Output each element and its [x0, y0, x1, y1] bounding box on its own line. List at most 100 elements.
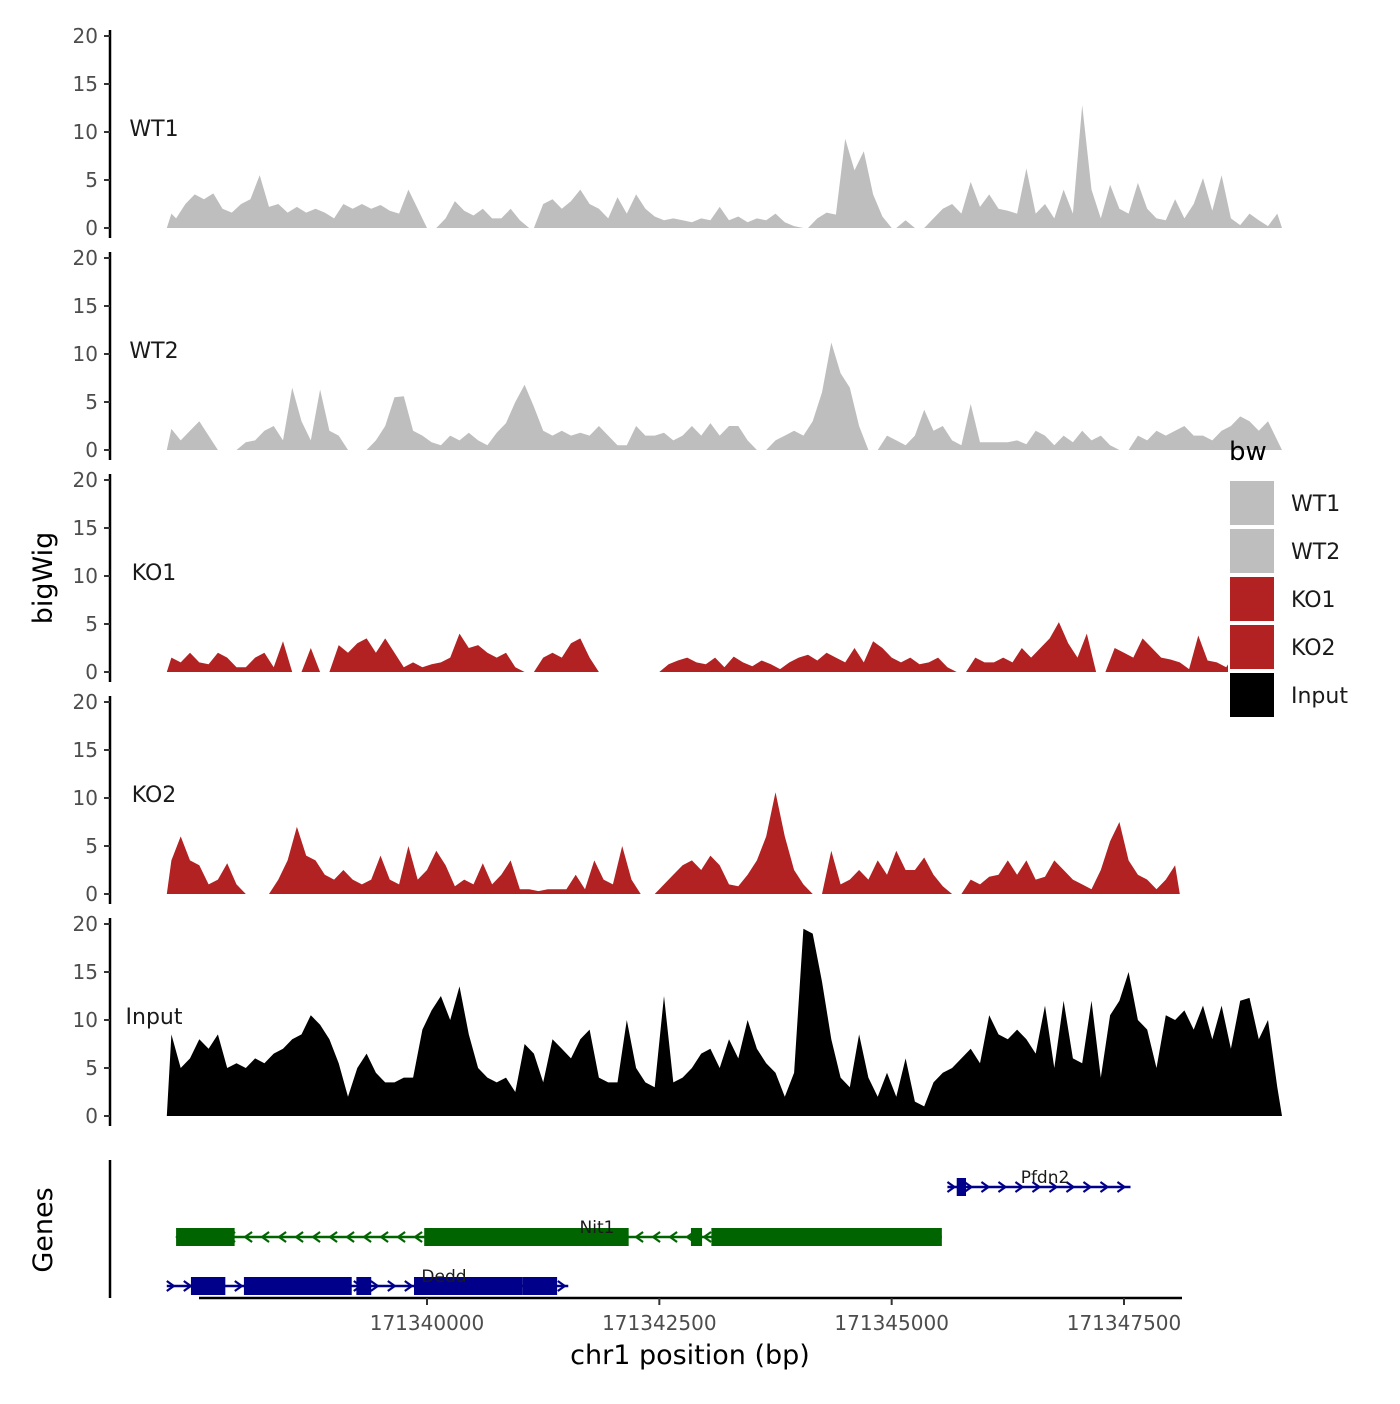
track-ko1: 0 5 10 15 20 KO1 [73, 468, 1241, 684]
genes-panel: Pfdn2 Nit1 Dedd [108, 1160, 1131, 1298]
y-tick-label: 10 [73, 120, 98, 144]
track-label: KO2 [132, 783, 177, 808]
gene-label: Pfdn2 [1021, 1168, 1070, 1188]
strand-arrow [1014, 1181, 1025, 1193]
gene-exon [176, 1228, 235, 1246]
y-tick-label: 20 [73, 690, 98, 714]
signal-area-wt1 [166, 105, 1282, 228]
strand-arrow [668, 1231, 678, 1243]
strand-arrow [702, 1231, 712, 1243]
legend-title: bw [1229, 437, 1267, 467]
y-tick-label: 0 [85, 1104, 98, 1128]
strand-arrow [311, 1231, 321, 1243]
y-tick-label: 15 [73, 960, 98, 984]
signal-area-ko2 [166, 792, 1180, 894]
gene-exon [413, 1277, 523, 1295]
gene-exon [243, 1277, 352, 1295]
gene-exon [711, 1228, 942, 1246]
strand-arrow [396, 1231, 406, 1243]
legend-swatch [1228, 479, 1276, 527]
x-tick-label: 171340000 [370, 1311, 485, 1335]
y-tick-label: 0 [85, 216, 98, 240]
strand-arrow [1031, 1181, 1042, 1193]
legend-label: WT1 [1291, 492, 1340, 517]
strand-arrow [345, 1231, 355, 1243]
strand-arrow [387, 1280, 397, 1292]
strand-arrow [277, 1231, 287, 1243]
x-axis: 171340000 171342500 171345000 171347500 [199, 1296, 1182, 1335]
strand-arrow [1116, 1181, 1127, 1193]
track-label: WT2 [129, 339, 178, 364]
x-tick-label: 171345000 [834, 1311, 949, 1335]
strand-arrow [370, 1280, 380, 1292]
y-tick-label: 10 [73, 342, 98, 366]
gene-exon [190, 1277, 226, 1295]
strand-arrow [997, 1181, 1008, 1193]
y-tick-label: 15 [73, 72, 98, 96]
legend-entry-ko2: KO2 [1228, 623, 1336, 671]
strand-arrow [980, 1181, 991, 1193]
track-label: Input [126, 1005, 183, 1030]
strand-arrow [651, 1231, 661, 1243]
gene-exon [690, 1228, 703, 1246]
strand-arrow [946, 1181, 957, 1193]
legend-swatch [1228, 575, 1276, 623]
strand-arrow [328, 1231, 338, 1243]
legend-entry-input: Input [1228, 671, 1348, 719]
strand-arrow [166, 1280, 176, 1292]
x-axis-title: chr1 position (bp) [570, 1340, 810, 1371]
track-label: KO1 [132, 561, 177, 586]
track-label: WT1 [129, 117, 178, 142]
track-wt1: 0 5 10 15 20 WT1 [73, 24, 1282, 240]
track-wt2: 0 5 10 15 20 WT2 [73, 246, 1282, 462]
y-tick-label: 0 [85, 660, 98, 684]
y-tick-label: 15 [73, 516, 98, 540]
strand-arrow [413, 1231, 423, 1243]
y-axis-title: bigWig [28, 532, 59, 625]
signal-area-input [166, 928, 1282, 1116]
gene-nit1: Nit1 [175, 1218, 942, 1246]
strand-arrow [183, 1280, 193, 1292]
legend-entry-wt1: WT1 [1228, 479, 1340, 527]
y-tick-label: 20 [73, 912, 98, 936]
legend-label: KO1 [1291, 588, 1336, 613]
gene-dedd: Dedd [166, 1267, 569, 1295]
strand-arrow [1099, 1181, 1110, 1193]
y-tick-label: 5 [85, 168, 98, 192]
strand-arrow [1048, 1181, 1059, 1193]
strand-arrow [294, 1231, 304, 1243]
legend-label: WT2 [1291, 540, 1340, 565]
bigwig-tracks: 0 5 10 15 20 WT1 0 5 10 15 20 WT2 0 5 10 15 20 KO1 0 5 10 15 2… [73, 24, 1282, 1128]
strand-arrow [362, 1231, 372, 1243]
x-tick-label: 171347500 [1067, 1311, 1182, 1335]
signal-area-wt2 [166, 342, 1282, 450]
legend-label: Input [1291, 684, 1348, 709]
strand-arrow [1065, 1181, 1076, 1193]
legend-label: KO2 [1291, 636, 1336, 661]
strand-arrow [963, 1181, 974, 1193]
track-input: 0 5 10 15 20 Input [73, 912, 1282, 1128]
legend-entry-ko1: KO1 [1228, 575, 1336, 623]
legend: bw WT1 WT2 KO1 KO2 Input [1228, 437, 1348, 719]
y-tick-label: 5 [85, 834, 98, 858]
y-tick-label: 20 [73, 246, 98, 270]
y-tick-label: 5 [85, 1056, 98, 1080]
track-ko2: 0 5 10 15 20 KO2 [73, 690, 1180, 906]
gene-exon [522, 1277, 558, 1295]
y-tick-label: 5 [85, 390, 98, 414]
strand-arrow [379, 1231, 389, 1243]
y-tick-label: 20 [73, 24, 98, 48]
strand-arrow [234, 1280, 244, 1292]
legend-swatch [1228, 527, 1276, 575]
strand-arrow [243, 1231, 253, 1243]
y-tick-label: 5 [85, 612, 98, 636]
gene-exon [956, 1178, 967, 1196]
strand-arrow [404, 1280, 414, 1292]
legend-swatch [1228, 623, 1276, 671]
y-tick-label: 10 [73, 564, 98, 588]
strand-arrow [260, 1231, 270, 1243]
strand-arrow [557, 1280, 567, 1292]
y-tick-label: 20 [73, 468, 98, 492]
